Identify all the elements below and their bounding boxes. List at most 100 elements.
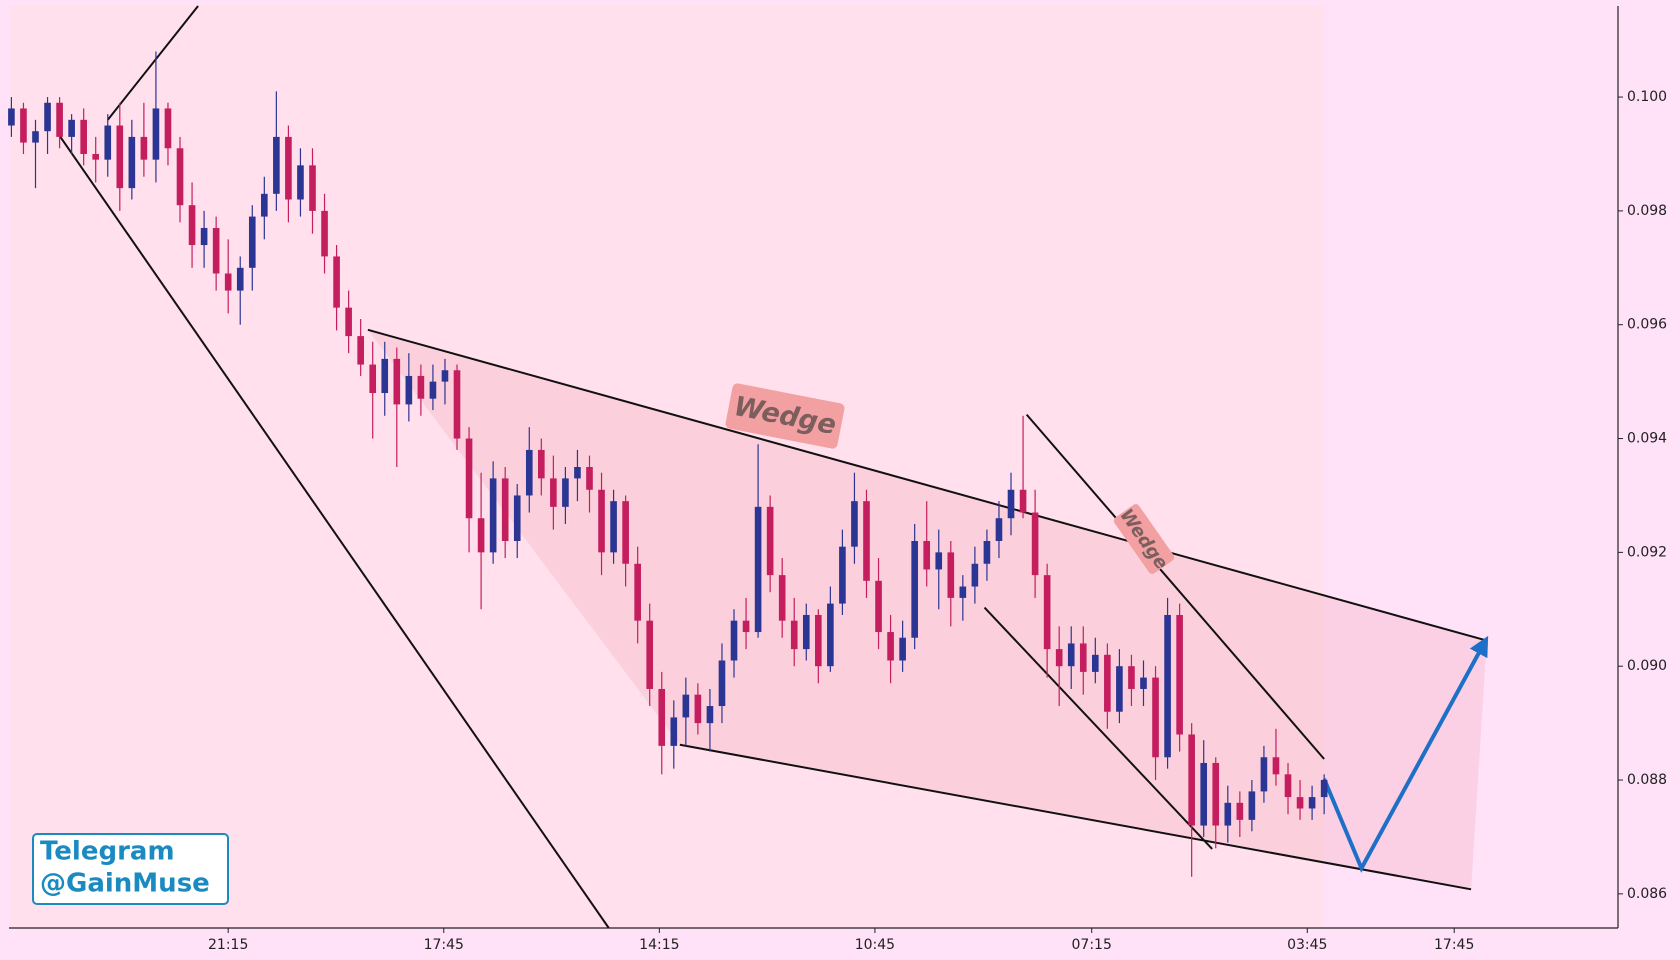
candle-body	[742, 620, 750, 633]
candle-body	[1104, 654, 1111, 712]
watermark-text: @GainMuse	[40, 869, 210, 899]
candle-body	[1260, 757, 1268, 792]
candle-body	[790, 620, 798, 650]
candle-body	[1284, 774, 1292, 798]
candle-body	[8, 108, 15, 126]
candle-body	[513, 495, 521, 541]
trend-line	[58, 135, 610, 929]
candle-body	[104, 125, 112, 160]
candle-body	[20, 108, 27, 143]
candle-body	[935, 552, 943, 570]
candles-layer	[8, 51, 1328, 877]
candle-body	[802, 614, 810, 650]
candle-body	[1140, 677, 1147, 689]
candle-body	[562, 478, 569, 507]
candle-body	[670, 717, 678, 746]
trend-line	[106, 5, 199, 121]
candle-body	[1308, 797, 1316, 809]
candle-body	[1079, 643, 1087, 672]
candle-body	[646, 620, 654, 689]
x-tick-label: 10:45	[855, 937, 895, 953]
candle-body	[851, 501, 858, 547]
candle-body	[839, 546, 846, 604]
candle-body	[550, 478, 557, 507]
candle-body	[1200, 762, 1208, 826]
candle-body	[32, 131, 39, 143]
candle-body	[658, 688, 666, 746]
candle-body	[1248, 791, 1256, 820]
candle-body	[971, 563, 979, 587]
watermark-box	[32, 833, 229, 905]
candle-body	[923, 540, 931, 570]
candle-body	[188, 205, 196, 246]
candle-body	[116, 125, 124, 189]
candle-body	[525, 449, 533, 496]
candle-body	[694, 694, 702, 724]
candle-body	[80, 119, 87, 154]
y-tick-label: 0.092	[1627, 544, 1667, 560]
candle-body	[477, 518, 485, 553]
candle-body	[778, 575, 786, 621]
candle-body	[1007, 489, 1015, 519]
candle-body	[911, 540, 918, 638]
candle-body	[754, 506, 762, 633]
candle-body	[827, 603, 834, 667]
watermark: Telegram @GainMuse	[32, 833, 229, 905]
x-tick-label: 17:45	[1434, 937, 1474, 953]
candle-body	[345, 307, 352, 337]
y-tick-label: 0.100	[1627, 89, 1667, 105]
candle-body	[140, 136, 148, 160]
candle-body	[1320, 780, 1328, 798]
wedge-fill	[367, 329, 1487, 890]
candle-body	[1212, 762, 1220, 826]
candle-body	[1092, 654, 1099, 672]
x-tick-label: 17:45	[424, 937, 464, 953]
lines-layer	[58, 5, 1489, 929]
candle-body	[995, 518, 1003, 541]
candle-body	[429, 381, 437, 399]
candle-body	[887, 632, 894, 661]
candle-body	[574, 467, 581, 479]
candle-body	[1272, 757, 1280, 775]
candle-body	[309, 165, 316, 211]
candle-body	[236, 267, 244, 291]
candle-body	[863, 501, 870, 581]
candle-body	[1164, 614, 1171, 758]
candle-body	[441, 370, 449, 382]
candle-body	[959, 586, 967, 598]
candle-body	[1055, 649, 1063, 667]
trend-line	[983, 606, 1213, 850]
candle-body	[598, 489, 605, 553]
candle-body	[622, 501, 629, 564]
candle-body	[501, 478, 509, 541]
trend-line	[679, 743, 1472, 891]
x-tick-label: 14:15	[639, 937, 679, 953]
candle-body	[56, 102, 63, 137]
trend-line	[1322, 635, 1489, 873]
candle-body	[1043, 575, 1051, 650]
candle-body	[899, 637, 906, 661]
trend-line	[367, 328, 1487, 642]
candle-body	[634, 563, 641, 621]
candle-body	[489, 478, 497, 553]
candle-body	[357, 336, 364, 365]
candle-body	[983, 540, 991, 564]
candle-body	[369, 364, 377, 394]
candle-body	[875, 580, 882, 633]
candle-body	[465, 438, 473, 519]
candle-body	[610, 501, 617, 553]
x-tick-label: 07:15	[1072, 937, 1112, 953]
candle-body	[212, 227, 220, 274]
candle-body	[1031, 512, 1039, 576]
candle-body	[1176, 614, 1183, 735]
label-box	[1113, 504, 1175, 574]
candle-body	[128, 136, 136, 189]
x-tick-label: 21:15	[208, 937, 248, 953]
candle-body	[297, 165, 304, 200]
candle-body	[815, 614, 822, 667]
candle-body	[381, 358, 389, 394]
candle-body	[164, 108, 172, 149]
candle-body	[947, 552, 955, 598]
axes-layer: 0.086 0.088 0.090 0.092 0.094 0.096 0.098 0.100…	[9, 6, 1667, 953]
candle-body	[538, 449, 545, 479]
